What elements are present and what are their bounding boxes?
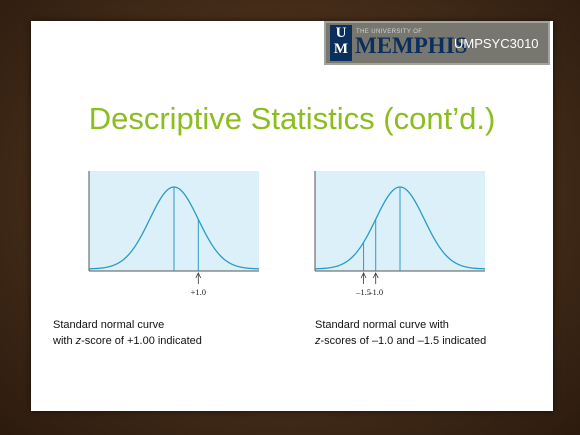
normal-curve-figure-left: +1.0 — [84, 171, 264, 301]
normal-curve-svg-right: –1.5–1.0 — [314, 171, 486, 297]
um-logo: U M — [330, 25, 352, 61]
normal-curve-svg-left: +1.0 — [88, 171, 260, 297]
logo-letter-u: U — [335, 25, 347, 41]
z-score-label: –1.5 — [355, 287, 371, 297]
header-banner: U M THE UNIVERSITY OF MEMPHIS® UMPSYC301… — [324, 21, 550, 65]
normal-curve — [314, 186, 486, 270]
slide: U M THE UNIVERSITY OF MEMPHIS® UMPSYC301… — [31, 21, 553, 411]
z-score-arrowhead — [372, 272, 379, 279]
course-code: UMPSYC3010 — [454, 36, 539, 51]
normal-curve-figure-right: –1.5 –1.0 — [310, 171, 490, 301]
slide-title: Descriptive Statistics (cont’d.) — [88, 101, 496, 136]
normal-curve — [88, 186, 260, 270]
caption-right-line2: z-scores of –1.0 and –1.5 indicated — [315, 335, 487, 347]
caption-right-line1: Standard normal curve with — [315, 319, 449, 331]
caption-left-line1: Standard normal curve — [53, 319, 165, 331]
z-score-arrowhead — [360, 272, 367, 279]
logo-letter-m: M — [333, 41, 349, 57]
z-score-label: +1.0 — [191, 287, 206, 297]
caption-left: Standard normal curve with z-score of +1… — [53, 317, 202, 349]
caption-left-line2: with z-score of +1.00 indicated — [53, 335, 202, 347]
university-name: MEMPHIS® — [355, 33, 473, 58]
z-score-label: –1.0 — [367, 287, 383, 297]
caption-right: Standard normal curve with z-scores of –… — [315, 317, 486, 349]
university-small-text: THE UNIVERSITY OF — [356, 29, 423, 35]
z-score-arrowhead — [195, 272, 202, 279]
